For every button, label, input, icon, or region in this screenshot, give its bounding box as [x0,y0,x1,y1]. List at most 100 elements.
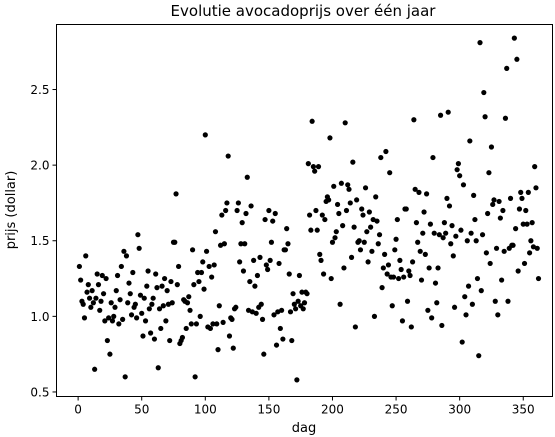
data-point-320 [483,250,489,256]
data-point-251 [396,275,402,282]
data-point-96 [198,269,205,276]
data-point-273 [423,191,430,197]
data-point-109 [215,347,221,353]
data-point-9 [88,304,94,310]
data-point-217 [352,324,358,330]
data-point-290 [445,109,451,115]
data-point-313 [474,275,481,282]
data-point-263 [411,117,417,123]
data-point-29 [113,288,119,294]
data-point-285 [439,322,445,329]
data-point-303 [462,294,468,300]
y-tick-label: 1.5 [30,234,49,248]
y-tick-label: 1.0 [30,310,49,324]
data-point-268 [417,248,423,254]
data-point-134 [247,278,253,285]
data-point-58 [150,295,156,301]
data-point-196 [326,197,332,203]
data-point-110 [216,303,222,309]
data-point-142 [257,254,263,260]
data-point-190 [318,257,324,263]
data-point-207 [340,223,346,229]
data-point-249 [393,236,399,242]
data-point-234 [374,218,380,224]
data-point-169 [291,301,297,307]
data-point-3 [80,301,86,307]
data-point-342 [511,35,517,41]
data-point-297 [454,167,460,173]
data-point-4 [81,315,88,321]
data-point-240 [382,251,388,257]
data-point-130 [242,241,248,247]
data-point-84 [183,325,189,332]
data-point-154 [272,210,278,217]
data-point-6 [84,289,90,295]
data-point-78 [175,263,182,270]
data-point-336 [504,65,510,71]
data-point-335 [502,115,509,121]
data-point-35 [121,248,127,254]
data-point-13 [93,295,99,301]
data-point-325 [490,201,496,208]
data-point-314 [476,353,482,359]
data-point-27 [111,313,117,319]
data-point-60 [153,271,159,277]
data-point-135 [248,203,254,209]
data-point-315 [477,40,483,46]
data-point-296 [453,233,459,239]
data-point-243 [385,262,392,268]
data-point-353 [525,189,531,195]
data-point-343 [513,226,519,232]
data-point-104 [209,274,215,280]
data-point-57 [149,301,155,307]
data-point-170 [293,306,299,312]
data-point-262 [410,259,416,265]
data-point-38 [125,300,131,306]
data-point-244 [387,170,393,176]
data-point-330 [496,198,502,205]
x-tick-label: 300 [448,403,471,417]
data-point-93 [195,269,201,276]
data-point-229 [368,224,374,230]
data-point-162 [282,247,289,253]
data-point-32 [117,297,123,303]
data-point-185 [312,168,318,174]
data-point-225 [362,185,369,191]
x-axis-ticks: 0 50 100 150 200 250 300 350 [74,396,535,417]
data-point-354 [527,250,533,256]
data-point-339 [507,195,514,201]
data-point-326 [491,197,497,203]
data-point-295 [451,304,458,310]
data-point-220 [356,238,362,244]
data-point-304 [463,312,469,318]
data-point-218 [354,197,360,203]
data-point-264 [412,186,418,192]
data-point-212 [346,186,352,192]
data-point-132 [244,174,250,180]
data-point-276 [427,221,434,227]
data-point-258 [404,298,411,304]
data-point-267 [416,189,422,195]
data-point-292 [448,241,454,247]
data-point-286 [440,235,446,241]
data-point-192 [320,271,327,277]
data-point-306 [465,283,472,289]
data-point-227 [365,259,371,265]
data-point-300 [458,227,464,233]
data-point-341 [510,242,516,248]
data-point-284 [437,112,444,118]
data-point-288 [443,230,449,236]
data-point-51 [141,295,147,301]
data-point-7 [85,282,91,288]
data-point-210 [343,207,350,214]
data-point-103 [207,325,213,332]
data-point-108 [214,321,220,327]
data-point-214 [348,254,355,260]
data-point-202 [333,229,339,235]
y-tick-label: 0.5 [30,385,49,399]
data-point-17 [98,298,104,304]
data-point-175 [299,289,305,295]
data-point-137 [251,257,257,263]
data-point-73 [169,300,175,306]
